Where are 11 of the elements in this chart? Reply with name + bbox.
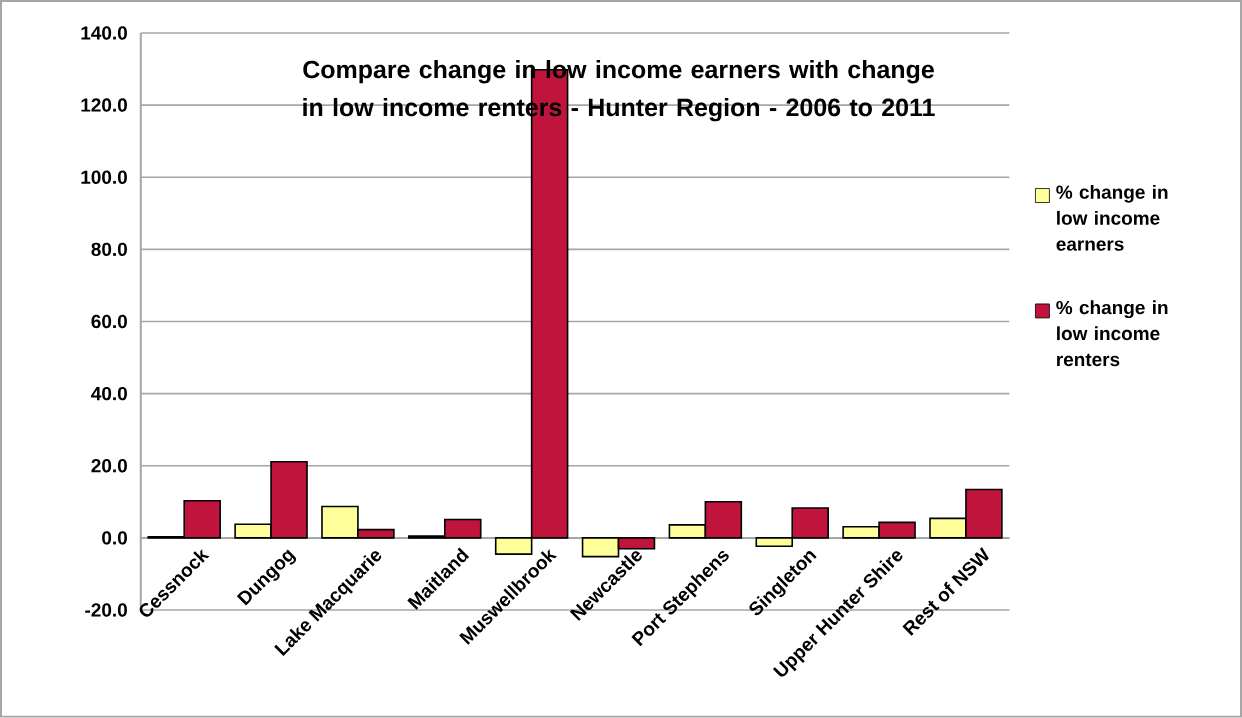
y-tick-label: 100.0 (81, 170, 127, 185)
y-tick-label: 20.0 (91, 459, 127, 473)
y-tick-label: 0.0 (102, 531, 127, 545)
y-tick-label: 140.0 (81, 26, 127, 40)
legend-label: % change in low income earners (1056, 185, 1168, 251)
y-tick-label: 60.0 (91, 314, 127, 329)
y-tick-label: 80.0 (91, 242, 127, 257)
y-tick-label: 40.0 (91, 386, 127, 401)
y-tick-label: -20.0 (85, 603, 127, 617)
legend-label: % change in low income renters (1056, 300, 1168, 367)
y-tick-label: 120.0 (81, 98, 127, 112)
